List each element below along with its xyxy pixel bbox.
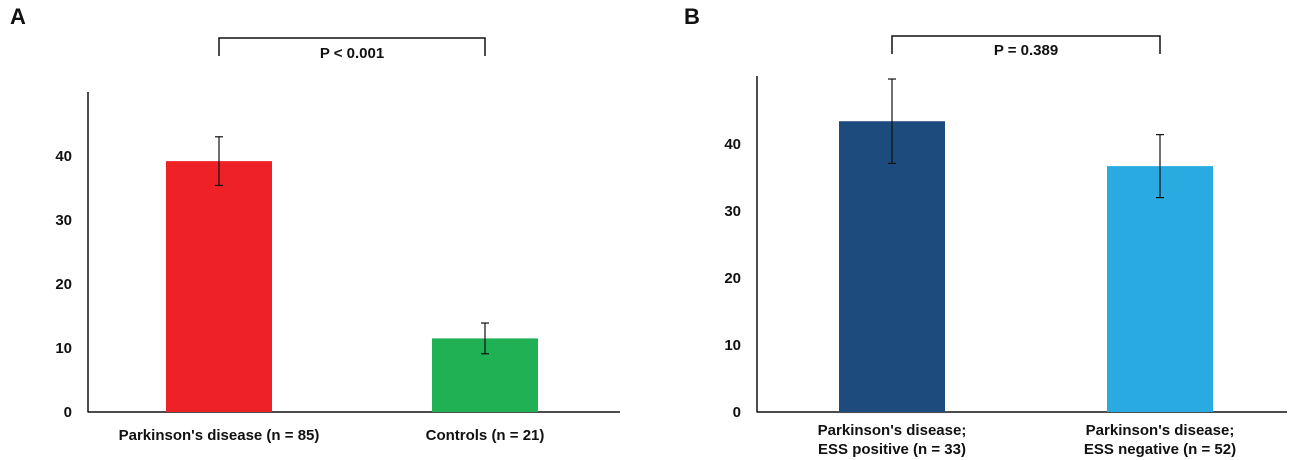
- p-value-label: P = 0.389: [994, 42, 1058, 59]
- bar: [1107, 166, 1213, 412]
- y-tick-label: 30: [55, 212, 72, 229]
- y-tick-label: 0: [733, 404, 741, 421]
- y-tick-label: 20: [55, 276, 72, 293]
- category-label: Parkinson's disease; ESS positive (n = 33…: [818, 422, 967, 458]
- significance-bracket: [218, 37, 486, 56]
- panel-b: B 0 10 20 30 40 Parkinson's disease; ESS positi…: [684, 4, 1287, 458]
- significance-bracket: [891, 35, 1161, 54]
- y-tick-label: 40: [55, 148, 72, 165]
- panel-letter: A: [10, 4, 26, 29]
- bar: [839, 121, 945, 412]
- panel-a: A 0 10 20 30 40 Parkinson's disease (n = 85) Co…: [10, 4, 620, 444]
- y-tick-label: 20: [724, 270, 741, 287]
- y-tick-label: 10: [724, 337, 741, 354]
- bar: [166, 161, 272, 412]
- category-label: Parkinson's disease; ESS negative (n = 52…: [1084, 422, 1236, 458]
- y-tick-label: 30: [724, 203, 741, 220]
- category-label: Controls (n = 21): [426, 427, 545, 444]
- y-tick-label: 10: [55, 340, 72, 357]
- p-value-label: P < 0.001: [320, 45, 384, 62]
- category-label: Parkinson's disease (n = 85): [119, 427, 320, 444]
- y-tick-label: 0: [64, 404, 72, 421]
- y-tick-label: 40: [724, 136, 741, 153]
- panel-letter: B: [684, 4, 700, 29]
